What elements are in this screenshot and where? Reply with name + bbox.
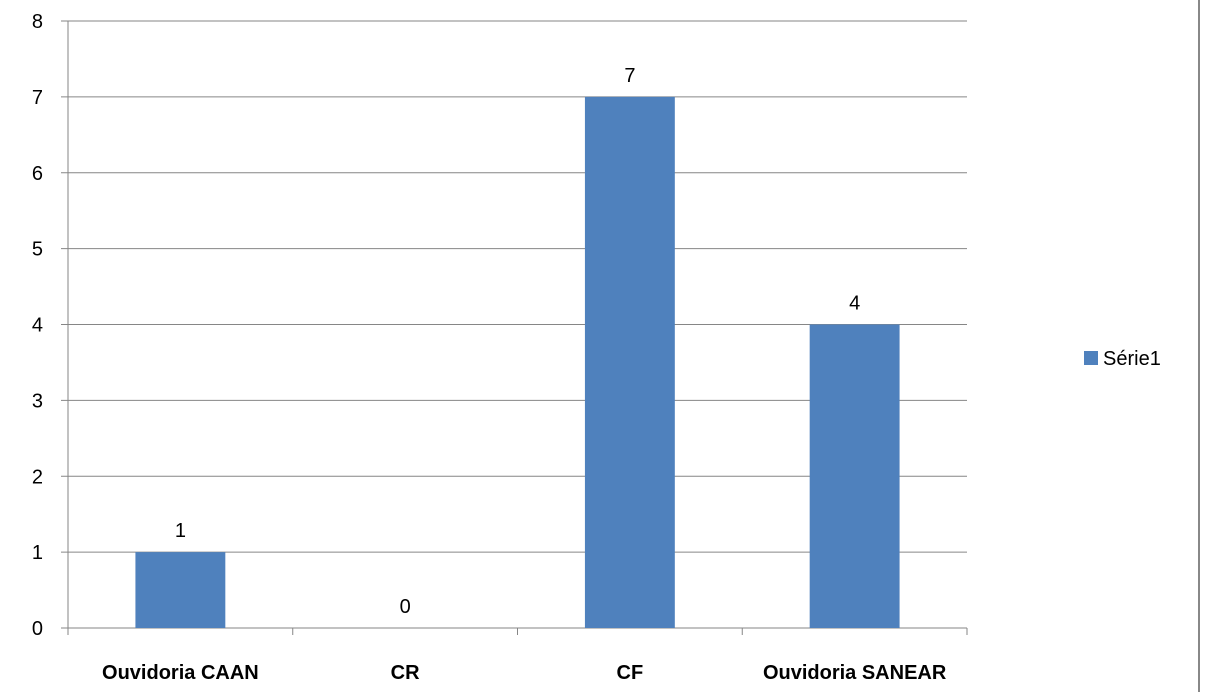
x-axis-ticks: Ouvidoria CAAN CR CF Ouvidoria SANEAR [67, 628, 968, 684]
bar [135, 552, 226, 628]
x-category-label: Ouvidoria SANEAR [763, 662, 947, 684]
data-label: 0 [400, 596, 411, 618]
data-label: 1 [175, 520, 186, 542]
y-tick-label: 2 [32, 466, 43, 488]
x-category-label: Ouvidoria CAAN [102, 662, 259, 684]
y-tick-label: 1 [32, 542, 43, 564]
y-tick-label: 7 [32, 87, 43, 109]
legend-swatch [1084, 351, 1098, 365]
x-category-label: CF [617, 662, 644, 684]
legend-label: Série1 [1103, 348, 1161, 370]
x-category-label: CR [391, 662, 420, 684]
gridlines [68, 20, 967, 553]
data-label: 4 [849, 293, 860, 315]
y-axis-ticks: 0 1 2 3 4 5 6 7 8 [32, 11, 68, 640]
y-tick-label: 5 [32, 239, 43, 261]
bar [584, 96, 675, 628]
y-tick-label: 3 [32, 390, 43, 412]
y-tick-label: 8 [32, 11, 43, 33]
y-tick-label: 0 [32, 618, 43, 640]
y-tick-label: 6 [32, 163, 43, 185]
data-label: 7 [624, 65, 635, 87]
y-tick-label: 4 [32, 315, 43, 337]
bar [809, 324, 900, 628]
bars [135, 96, 900, 628]
legend: Série1 [1084, 348, 1161, 370]
